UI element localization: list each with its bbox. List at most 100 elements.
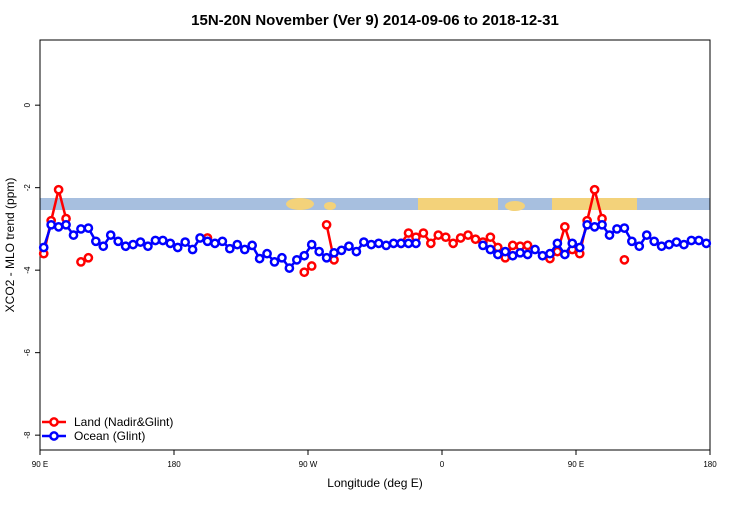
data-point <box>440 232 451 243</box>
x-axis-label: Longitude (deg E) <box>327 476 422 490</box>
data-point <box>358 237 369 247</box>
data-point <box>455 233 466 243</box>
data-point <box>366 239 377 250</box>
data-point <box>224 243 235 254</box>
legend-label: Ocean (Glint) <box>74 429 145 443</box>
data-point <box>157 235 168 246</box>
y-tick-label: -4 <box>23 266 32 274</box>
data-point <box>306 239 317 250</box>
data-point <box>98 241 109 252</box>
data-point <box>262 248 272 259</box>
map-strip <box>40 198 710 211</box>
legend-marker <box>49 431 59 441</box>
data-point <box>492 249 503 260</box>
data-point <box>46 219 57 230</box>
legend-marker <box>49 417 59 427</box>
data-point <box>83 223 94 233</box>
data-point <box>61 219 71 230</box>
x-tick-label: 90 E <box>32 460 48 469</box>
y-tick-label: 0 <box>23 102 32 107</box>
data-point <box>485 232 496 243</box>
data-point <box>68 230 79 240</box>
data-point <box>693 235 704 246</box>
data-point <box>582 219 593 230</box>
data-point <box>403 238 414 249</box>
data-point <box>470 234 481 245</box>
data-point <box>351 246 362 257</box>
data-point <box>485 244 496 255</box>
data-point <box>463 230 473 240</box>
data-point <box>425 238 436 249</box>
data-point <box>433 230 444 240</box>
data-point <box>180 237 191 247</box>
data-point <box>619 223 630 233</box>
data-point <box>619 254 630 265</box>
data-point <box>38 242 49 253</box>
data-point <box>507 250 518 261</box>
data-point <box>247 240 258 251</box>
data-point <box>269 257 280 267</box>
data-point <box>210 238 220 249</box>
data-point <box>135 237 146 247</box>
data-point <box>314 246 325 257</box>
data-point <box>626 236 637 247</box>
data-point <box>530 244 540 255</box>
data-point <box>76 224 86 234</box>
data-point <box>373 238 384 249</box>
data-point <box>291 254 302 265</box>
data-point <box>113 236 124 247</box>
data-point <box>329 247 339 258</box>
data-point <box>172 242 183 253</box>
data-point <box>507 240 518 251</box>
x-tick-label: 180 <box>703 460 717 469</box>
x-tick-label: 90 W <box>299 460 318 469</box>
data-point <box>90 236 101 247</box>
data-point <box>552 238 563 249</box>
data-point <box>321 219 332 230</box>
data-point <box>448 238 459 249</box>
data-point <box>411 238 421 249</box>
data-point <box>396 238 406 249</box>
y-axis-label: XCO2 - MLO trend (ppm) <box>3 178 17 313</box>
data-point <box>656 241 667 252</box>
data-point <box>388 238 399 249</box>
data-point <box>202 236 213 247</box>
data-point <box>589 222 600 232</box>
data-point <box>418 228 429 238</box>
legend-label: Land (Nadir&Glint) <box>74 415 173 429</box>
data-point <box>150 235 161 246</box>
data-point <box>597 219 607 230</box>
data-point <box>120 241 131 252</box>
data-point <box>232 239 243 250</box>
data-point <box>701 238 712 249</box>
y-tick-label: -8 <box>23 431 32 439</box>
data-point <box>545 248 555 259</box>
data-point <box>76 257 86 267</box>
x-tick-label: 180 <box>167 460 181 469</box>
data-point <box>567 238 578 249</box>
data-point <box>195 233 205 243</box>
data-point <box>559 222 570 232</box>
data-point <box>277 252 287 263</box>
data-point <box>641 230 652 240</box>
data-point <box>53 222 64 232</box>
data-point <box>165 238 176 249</box>
data-point <box>217 236 228 247</box>
data-point <box>381 240 392 251</box>
data-point <box>105 230 116 240</box>
data-point <box>634 241 645 252</box>
data-point <box>284 263 295 273</box>
data-point <box>187 244 198 255</box>
chart-title: 15N-20N November (Ver 9) 2014-09-06 to 2… <box>191 12 559 29</box>
data-point <box>612 224 622 234</box>
data-point <box>254 253 265 264</box>
y-tick-label: -2 <box>23 184 32 192</box>
x-tick-label: 0 <box>440 460 445 469</box>
data-point <box>559 249 570 260</box>
data-point <box>299 250 310 261</box>
data-point <box>321 252 332 263</box>
data-point <box>128 239 138 250</box>
data-point <box>522 240 533 251</box>
data-point <box>500 246 511 257</box>
